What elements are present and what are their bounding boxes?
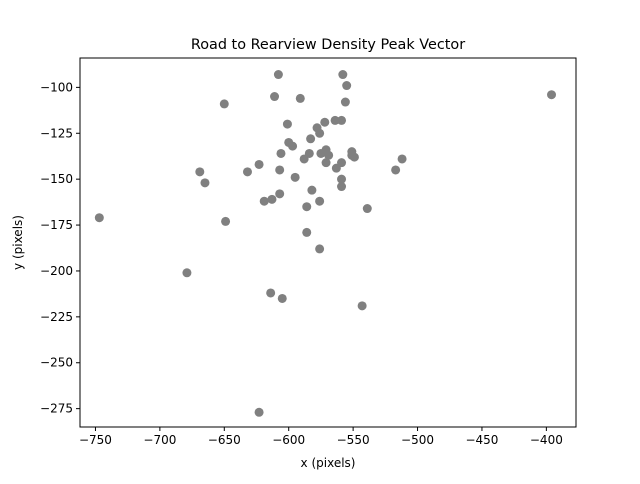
x-tick-label: −500 (401, 433, 434, 447)
data-point-44 (302, 202, 312, 212)
data-point-10 (320, 117, 330, 127)
data-point-4 (270, 92, 280, 102)
x-tick-label: −750 (79, 433, 112, 447)
y-tick-label: −100 (40, 80, 73, 94)
data-point-36 (337, 174, 347, 184)
data-point-25 (299, 154, 309, 164)
data-point-3 (547, 90, 557, 100)
data-point-11 (282, 119, 292, 129)
data-point-35 (290, 172, 300, 182)
data-point-39 (307, 185, 317, 195)
y-tick-label: −200 (40, 264, 73, 278)
data-point-34 (195, 167, 205, 177)
data-point-22 (324, 150, 334, 160)
data-point-50 (182, 268, 192, 278)
data-point-13 (315, 128, 325, 138)
data-point-9 (337, 115, 347, 125)
x-tick-label: −700 (143, 433, 176, 447)
data-point-48 (302, 227, 312, 237)
data-point-43 (315, 196, 325, 206)
data-point-37 (200, 178, 210, 188)
data-point-7 (340, 97, 350, 107)
data-point-38 (337, 182, 347, 192)
data-points (94, 70, 557, 417)
data-point-54 (254, 407, 264, 417)
y-axis-label: y (pixels) (11, 215, 25, 270)
data-point-8 (330, 115, 340, 125)
plot-area (80, 58, 576, 427)
x-tick-label: −650 (208, 433, 241, 447)
y-tick-label: −275 (40, 402, 73, 416)
data-point-6 (219, 99, 229, 109)
data-point-14 (306, 134, 316, 144)
y-tick-label: −225 (40, 310, 73, 324)
data-point-51 (266, 288, 276, 298)
y-tick-label: −175 (40, 218, 73, 232)
x-axis-label: x (pixels) (301, 456, 356, 470)
data-point-0 (273, 70, 283, 80)
data-point-24 (349, 152, 359, 162)
y-tick-label: −125 (40, 126, 73, 140)
data-point-32 (391, 165, 401, 175)
axis-ticks: −750 −700 −650 −600 −550 −500 −450 −400 −100 −125… (40, 80, 563, 447)
data-point-53 (357, 301, 367, 311)
data-point-28 (321, 158, 331, 168)
data-point-1 (338, 70, 348, 80)
x-tick-label: −600 (272, 433, 305, 447)
x-tick-label: −400 (530, 433, 563, 447)
data-point-41 (267, 194, 277, 204)
data-point-5 (295, 93, 305, 103)
data-point-45 (362, 204, 372, 214)
x-tick-label: −550 (337, 433, 370, 447)
plot-frame (79, 57, 577, 428)
chart-title: Road to Rearview Density Peak Vector (191, 37, 465, 53)
data-point-19 (276, 148, 286, 158)
data-point-47 (221, 216, 231, 226)
data-point-26 (397, 154, 407, 164)
data-point-33 (242, 167, 252, 177)
data-point-42 (259, 196, 269, 206)
data-point-2 (342, 81, 352, 91)
data-point-16 (288, 141, 298, 151)
data-point-40 (275, 189, 285, 199)
data-point-46 (94, 213, 104, 223)
data-point-52 (277, 293, 287, 303)
data-point-49 (315, 244, 325, 254)
data-point-21 (316, 148, 326, 158)
data-point-31 (275, 165, 285, 175)
y-tick-label: −250 (40, 356, 73, 370)
y-tick-label: −150 (40, 172, 73, 186)
x-tick-label: −450 (465, 433, 498, 447)
data-point-29 (254, 159, 264, 169)
data-point-30 (331, 163, 341, 173)
